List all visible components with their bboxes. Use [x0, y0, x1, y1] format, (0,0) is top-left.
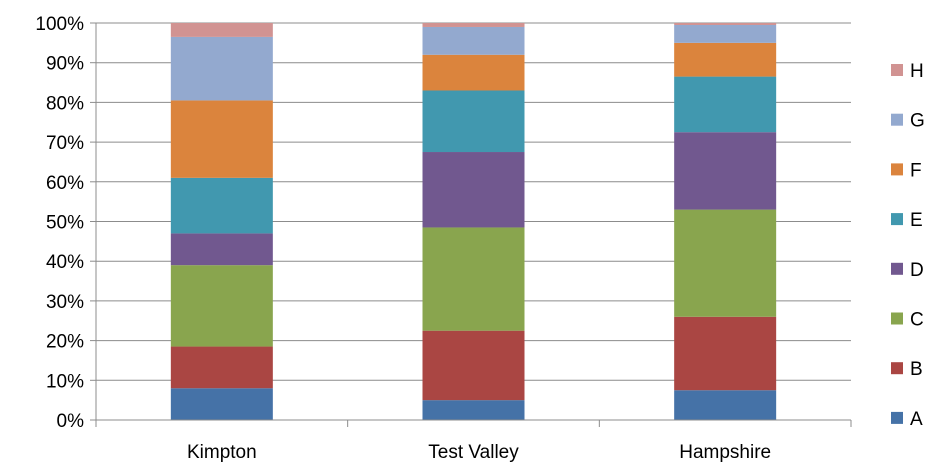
y-tick-label: 0%: [57, 411, 85, 432]
bar-segment-D-test-valley: [422, 152, 525, 228]
bar-segment-E-kimpton: [170, 177, 273, 234]
bar-segment-E-test-valley: [422, 90, 525, 153]
legend: H G F E D C B A: [891, 61, 925, 430]
bar-segment-C-kimpton: [170, 265, 273, 347]
legend-swatch-E: [891, 213, 903, 226]
bar-segment-E-hampshire: [674, 76, 777, 133]
bar-segment-C-test-valley: [422, 227, 525, 331]
bar-segment-D-hampshire: [674, 132, 777, 210]
bar-segment-B-hampshire: [674, 316, 777, 391]
legend-label-B: B: [910, 359, 923, 380]
bar-segment-F-hampshire: [674, 42, 777, 77]
y-tick-label: 60%: [46, 173, 84, 194]
bar-segment-D-kimpton: [170, 233, 273, 266]
bars: [170, 23, 777, 420]
legend-swatch-F: [891, 163, 903, 176]
x-tick-labels: Kimpton Test Valley Hampshire: [187, 442, 771, 463]
bar-segment-F-kimpton: [170, 100, 273, 178]
bar-segment-G-test-valley: [422, 26, 525, 55]
legend-label-E: E: [910, 210, 923, 231]
axes: [95, 23, 852, 427]
x-tick-label: Kimpton: [187, 442, 257, 463]
y-tick-label: 40%: [46, 252, 84, 273]
legend-label-H: H: [910, 61, 924, 82]
y-tick-label: 10%: [46, 371, 84, 392]
legend-swatch-H: [891, 64, 903, 76]
y-tick-label: 20%: [46, 332, 84, 353]
y-tick-label: 70%: [46, 133, 84, 154]
y-tick-label: 50%: [46, 213, 84, 234]
x-tick-label: Test Valley: [428, 442, 519, 463]
bar-segment-C-hampshire: [674, 209, 777, 317]
legend-swatch-C: [891, 312, 903, 325]
bar-segment-A-kimpton: [170, 388, 273, 420]
legend-label-C: C: [910, 310, 924, 331]
legend-label-F: F: [910, 160, 922, 181]
bar-segment-A-hampshire: [674, 390, 777, 420]
bar-segment-H-hampshire: [674, 23, 777, 25]
y-tick-label: 30%: [46, 292, 84, 313]
bar-segment-B-test-valley: [422, 330, 525, 401]
bar-segment-H-kimpton: [170, 23, 273, 37]
y-tick-label: 80%: [46, 93, 84, 114]
legend-swatch-A: [891, 411, 903, 424]
y-tick-label: 90%: [46, 54, 84, 75]
x-tick-label: Hampshire: [679, 442, 771, 463]
legend-label-A: A: [910, 409, 923, 430]
y-tick-labels: 0% 10% 20% 30% 40% 50% 60% 70% 80% 90% 100%: [35, 14, 84, 432]
legend-label-G: G: [910, 111, 925, 132]
bar-segment-H-test-valley: [422, 23, 525, 27]
bar-segment-F-test-valley: [422, 54, 525, 91]
legend-swatch-D: [891, 262, 903, 275]
legend-swatch-G: [891, 113, 903, 126]
bar-segment-G-hampshire: [674, 24, 777, 43]
legend-swatch-B: [891, 362, 903, 375]
bar-segment-G-kimpton: [170, 36, 273, 101]
bar-segment-A-test-valley: [422, 400, 525, 420]
bar-segment-B-kimpton: [170, 346, 273, 389]
y-tick-label: 100%: [35, 14, 84, 35]
legend-label-D: D: [910, 260, 924, 281]
